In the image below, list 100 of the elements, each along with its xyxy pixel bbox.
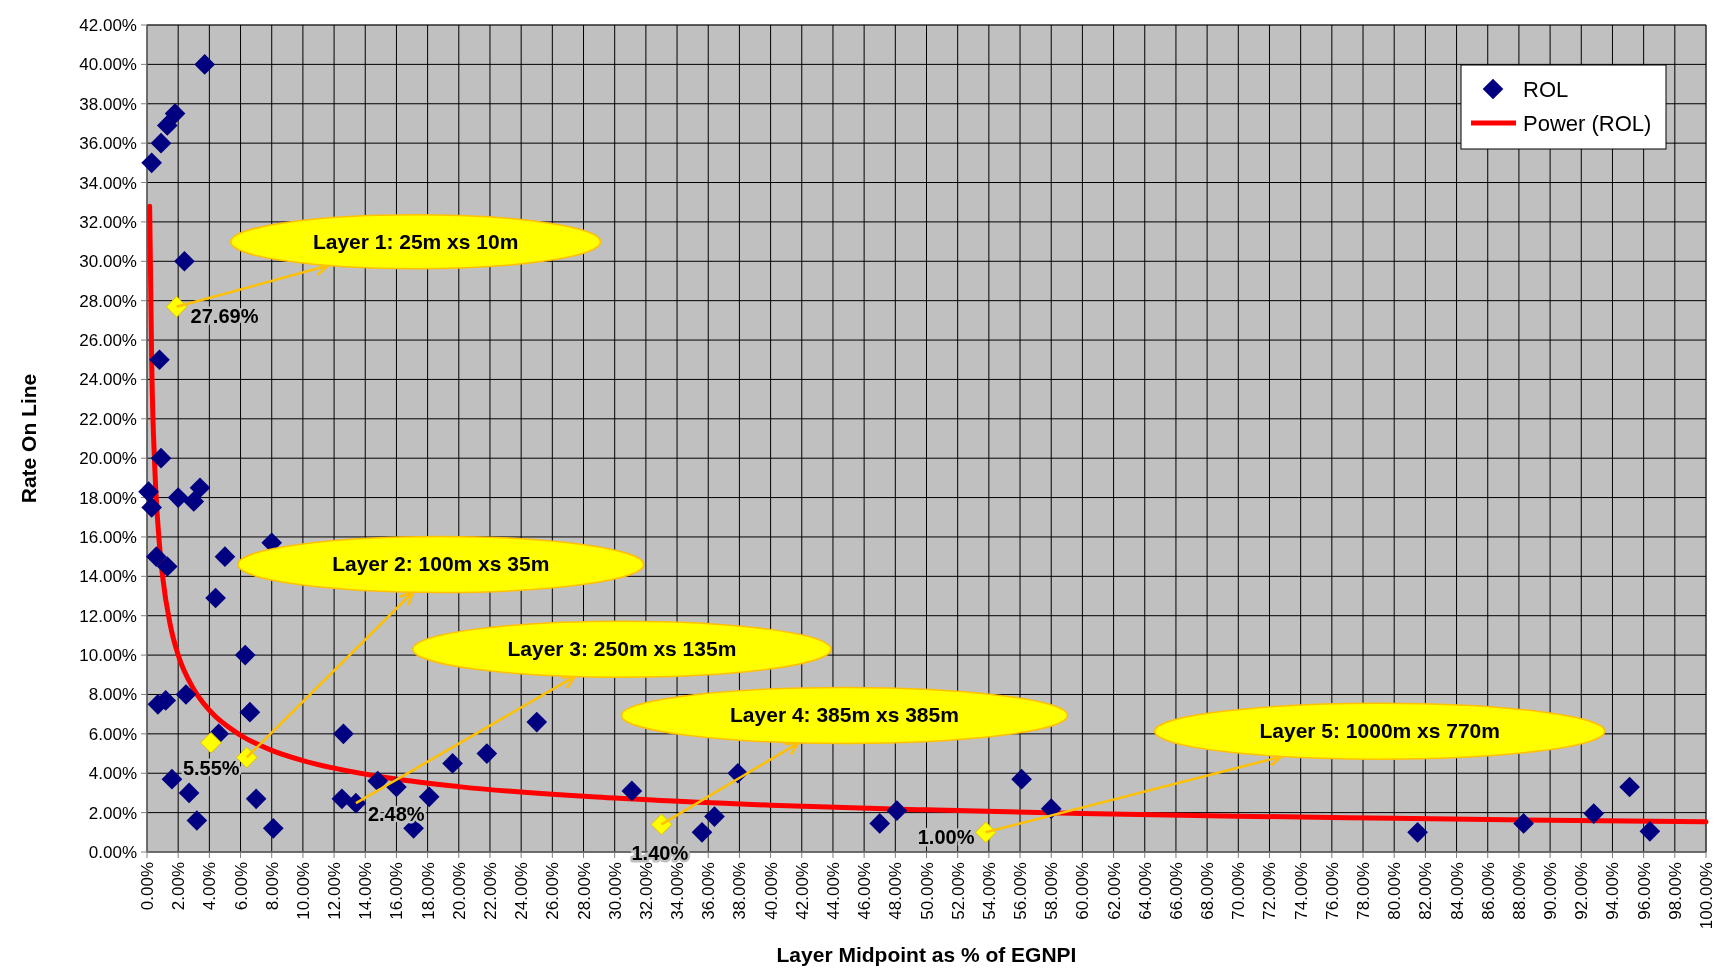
annotation: Layer 4: 385m xs 385m: [730, 703, 959, 727]
point: [1513, 813, 1534, 834]
point: [150, 132, 172, 154]
point: [149, 349, 170, 371]
x-tick-label: 22.00%: [480, 862, 500, 920]
x-tick-label: 74.00%: [1291, 862, 1311, 920]
x-tick-label: 82.00%: [1416, 862, 1436, 920]
x-tick-label: 100.00%: [1697, 862, 1716, 930]
annotation: Layer 1: 25m xs 10m: [312, 229, 519, 253]
point: [234, 644, 256, 666]
point: [621, 780, 643, 802]
y-tick-label: 0.00%: [88, 843, 137, 862]
x-tick-label: 46.00%: [855, 862, 875, 920]
point: [262, 818, 284, 839]
point: [526, 711, 548, 733]
y-tick-label: 22.00%: [79, 409, 137, 429]
x-tick-label: 28.00%: [574, 862, 594, 920]
x-tick-label: 2.00%: [169, 862, 189, 911]
legend-label: ROL: [1523, 77, 1569, 102]
point: [1407, 821, 1428, 843]
x-tick-label: 34.00%: [668, 862, 688, 920]
x-tick-label: 90.00%: [1541, 862, 1561, 920]
point: [345, 792, 367, 814]
legend-label: Power (ROL): [1523, 111, 1652, 136]
point: [164, 103, 186, 124]
point: [1639, 820, 1661, 842]
y-tick-label: 26.00%: [79, 331, 137, 351]
annotation: Layer 2: 100m xs 35m: [332, 552, 550, 576]
x-tick-label: 98.00%: [1665, 862, 1685, 920]
x-tick-label: 12.00%: [325, 862, 345, 920]
point: [150, 447, 172, 469]
y-tick-label: 40.00%: [79, 55, 137, 75]
point: [178, 782, 200, 804]
point: [175, 684, 197, 705]
x-tick-label: 10.00%: [293, 862, 313, 920]
x-tick-label: 38.00%: [730, 862, 750, 920]
x-tick-label: 72.00%: [1260, 862, 1280, 920]
y-tick-label: 32.00%: [79, 212, 137, 232]
point: [165, 295, 188, 318]
point: [161, 768, 183, 790]
y-tick-label: 12.00%: [79, 606, 137, 626]
x-tick-label: 42.00%: [792, 862, 812, 920]
x-tick-label: 88.00%: [1509, 862, 1529, 920]
point: [333, 723, 354, 745]
point: [167, 487, 189, 508]
y-tick-label: 2.00%: [88, 803, 137, 823]
x-tick-label: 96.00%: [1634, 862, 1654, 920]
point: [886, 800, 908, 821]
x-tick-label: 68.00%: [1198, 862, 1218, 920]
x-tick-label: 50.00%: [917, 862, 937, 920]
point: [200, 731, 222, 754]
point: [183, 491, 205, 512]
y-tick-label: 28.00%: [79, 291, 137, 311]
x-tick-label: 40.00%: [761, 862, 781, 920]
point: [331, 788, 353, 810]
point: [239, 701, 261, 723]
x-tick-label: 78.00%: [1354, 862, 1374, 920]
x-tick-label: 44.00%: [823, 862, 843, 920]
x-tick-label: 60.00%: [1073, 862, 1093, 920]
point: [367, 770, 389, 792]
point: [704, 806, 725, 827]
x-tick-label: 48.00%: [886, 862, 906, 920]
y-tick-label: 10.00%: [79, 646, 137, 666]
y-tick-label: 34.00%: [79, 173, 137, 193]
x-tick-label: 6.00%: [231, 862, 251, 911]
x-tick-label: 14.00%: [356, 862, 376, 920]
x-tick-label: 84.00%: [1447, 862, 1467, 920]
y-tick-label: 6.00%: [88, 724, 137, 744]
point: [245, 788, 267, 810]
x-tick-label: 52.00%: [948, 862, 968, 920]
point: [146, 546, 167, 567]
point: [442, 753, 463, 774]
x-tick-label: 56.00%: [1011, 862, 1031, 920]
point: [141, 497, 163, 518]
point: [476, 743, 498, 764]
point: [174, 250, 195, 272]
point: [214, 546, 236, 567]
y-tick-label: 16.00%: [79, 527, 137, 547]
y-tick-label: 30.00%: [79, 252, 137, 272]
x-tick-label: 64.00%: [1135, 862, 1155, 920]
x-tick-label: 62.00%: [1104, 862, 1124, 920]
annotation: Layer 5: 1000m xs 770m: [1259, 719, 1500, 743]
y-tick-label: 4.00%: [88, 764, 137, 784]
x-tick-label: 66.00%: [1166, 862, 1186, 920]
point: [1583, 803, 1605, 824]
x-tick-label: 26.00%: [543, 862, 563, 920]
x-tick-label: 94.00%: [1603, 862, 1623, 920]
point: [186, 810, 208, 831]
x-tick-label: 4.00%: [200, 862, 220, 911]
x-tick-label: 86.00%: [1478, 862, 1498, 920]
x-tick-label: 58.00%: [1042, 862, 1062, 920]
x-tick-label: 18.00%: [418, 862, 438, 920]
y-tick-label: 42.00%: [79, 16, 137, 35]
point: [138, 481, 159, 502]
point: [156, 115, 178, 136]
point: [205, 587, 226, 609]
point: [1619, 776, 1640, 798]
point: [418, 786, 440, 808]
x-tick-label: 36.00%: [699, 862, 719, 920]
x-tick-label: 70.00%: [1229, 862, 1249, 920]
